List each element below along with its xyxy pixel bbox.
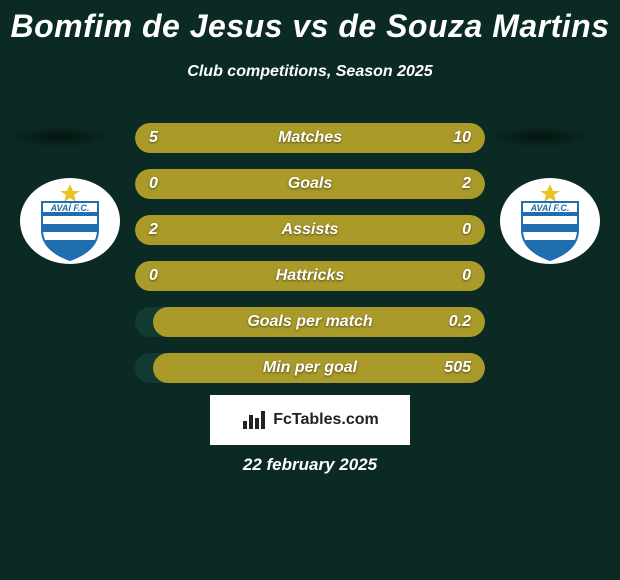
stat-bar: Min per goal505: [135, 353, 485, 383]
comparison-date: 22 february 2025: [0, 455, 620, 475]
stat-bar-label: Assists: [135, 215, 485, 245]
stat-bar-value-right: 0: [462, 261, 471, 291]
club-badge-left: AVAÍ F.C.: [20, 178, 120, 264]
page-title: Bomfim de Jesus vs de Souza Martins: [0, 0, 620, 45]
club-badge-right: AVAÍ F.C.: [500, 178, 600, 264]
stat-bar-label: Matches: [135, 123, 485, 153]
stats-bars: Matches510Goals02Assists20Hattricks00Goa…: [135, 123, 485, 399]
stat-bar-value-right: 0.2: [449, 307, 471, 337]
stat-bar-value-left: 0: [149, 169, 158, 199]
player-shadow-right: [487, 126, 593, 148]
svg-text:AVAÍ F.C.: AVAÍ F.C.: [50, 203, 90, 213]
stat-bar: Goals per match0.2: [135, 307, 485, 337]
stat-bar-label: Goals: [135, 169, 485, 199]
stat-bar-label: Goals per match: [135, 307, 485, 337]
stat-bar-value-right: 0: [462, 215, 471, 245]
fctables-logo-text: FcTables.com: [273, 411, 379, 429]
stat-bar-value-left: 2: [149, 215, 158, 245]
stat-bar-value-right: 2: [462, 169, 471, 199]
stat-bar-value-right: 505: [444, 353, 471, 383]
fctables-logo: FcTables.com: [210, 395, 410, 445]
player-shadow-left: [7, 126, 113, 148]
svg-text:AVAÍ F.C.: AVAÍ F.C.: [530, 203, 570, 213]
stat-bar-value-left: 0: [149, 261, 158, 291]
stat-bar: Goals0 2: [135, 169, 485, 199]
stat-bar-label: Hattricks: [135, 261, 485, 291]
stat-bar: Hattricks0 0: [135, 261, 485, 291]
stat-bar-value-right: 10: [453, 123, 471, 153]
stat-bar-label: Min per goal: [135, 353, 485, 383]
stat-bar: Matches5 10: [135, 123, 485, 153]
chart-icon: [241, 409, 267, 431]
stat-bar-value-left: 5: [149, 123, 158, 153]
page-subtitle: Club competitions, Season 2025: [0, 63, 620, 81]
stat-bar: Assists2 0: [135, 215, 485, 245]
